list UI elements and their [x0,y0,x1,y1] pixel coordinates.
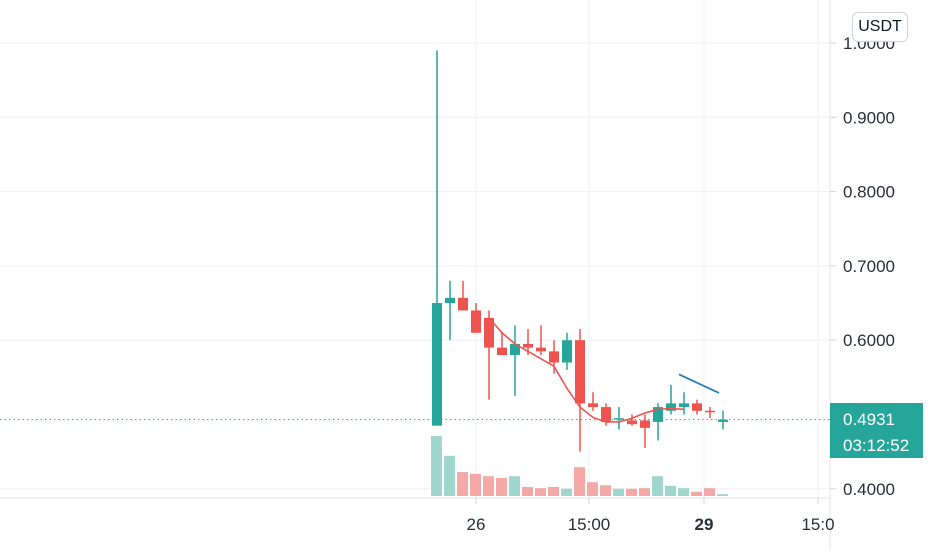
volume-bar [600,485,611,496]
candle-body [445,297,455,304]
candle[interactable] [588,392,598,411]
candle-body [679,403,689,408]
last-price-label-bg [830,403,923,458]
candle[interactable] [562,332,572,370]
candle[interactable] [458,280,468,311]
candle-body [432,303,442,426]
currency-selector-button[interactable]: USDT [852,12,908,42]
candle-body [705,410,715,413]
candle[interactable] [627,414,637,426]
volume-bar [626,488,637,496]
candle-body [614,418,624,420]
volume-bar [652,476,663,496]
time-tick-label: 15:00 [568,515,611,534]
candle[interactable] [666,384,676,415]
candle[interactable] [718,410,728,430]
price-tick-label: 0.8000 [843,183,895,202]
candle-body [523,343,533,348]
candle[interactable] [549,340,559,374]
candle-body [536,347,546,352]
volume-bar [535,488,546,496]
candle-body [588,403,598,408]
price-tick-label: 0.6000 [843,331,895,350]
time-tick-label: 15:0 [801,515,834,534]
volume-bar [457,472,468,496]
volume-bar [717,494,728,496]
candle-body [497,347,507,356]
volume-bar [483,476,494,496]
volume-bar [678,488,689,496]
bar-countdown: 03:12:52 [843,436,909,455]
volume-bar [509,476,520,496]
candle-body [575,340,585,404]
candle-body [666,403,676,411]
trend-line[interactable] [678,373,720,394]
price-tick-label: 0.9000 [843,108,895,127]
volume-bar [496,478,507,496]
candle[interactable] [692,399,702,415]
time-axis[interactable]: 26 15:00 29 15:0 [467,498,835,534]
volume-bar [561,488,572,496]
candle-body [718,419,728,422]
price-tick-label: 0.4000 [843,480,895,499]
candle[interactable] [471,303,481,333]
candle[interactable] [575,329,585,452]
candle[interactable] [510,325,520,396]
volume-bar [587,482,598,496]
volume-bar [431,436,442,496]
candle[interactable] [679,392,689,415]
candle[interactable] [432,50,442,426]
candle-body [692,403,702,411]
candle-body [471,310,481,333]
volume-bar [639,488,650,496]
currency-label: USDT [858,18,902,35]
candle-body [640,420,650,428]
volume-bar [470,473,481,496]
volume-bar [548,487,559,496]
time-tick-label: 26 [467,515,486,534]
volume-bar [444,455,455,496]
candle-body [458,297,468,311]
volume-bars [431,436,728,496]
volume-bar [574,467,585,496]
last-price-label: 0.4931 03:12:52 [830,403,923,458]
candle-body [601,407,611,422]
candle[interactable] [484,310,494,400]
price-tick-label: 0.7000 [843,257,895,276]
grid [0,0,830,498]
trend-line-drawing[interactable] [678,373,720,394]
candle-body [484,317,494,348]
candle[interactable] [614,407,624,430]
candle-body [562,340,572,363]
moving-average [488,317,685,423]
volume-bar [522,487,533,496]
candle[interactable] [445,280,455,341]
candle-body [549,351,559,363]
candle[interactable] [536,325,546,356]
last-price-value: 0.4931 [843,410,895,429]
candle-body [510,343,520,356]
candle[interactable] [497,332,507,356]
volume-bar [691,491,702,496]
time-tick-label: 29 [695,515,714,534]
candle-body [653,407,663,422]
volume-bar [704,488,715,496]
candle[interactable] [705,407,715,419]
candle-body [627,420,637,425]
volume-bar [613,488,624,496]
moving-average-line [488,317,685,423]
volume-bar [665,485,676,496]
